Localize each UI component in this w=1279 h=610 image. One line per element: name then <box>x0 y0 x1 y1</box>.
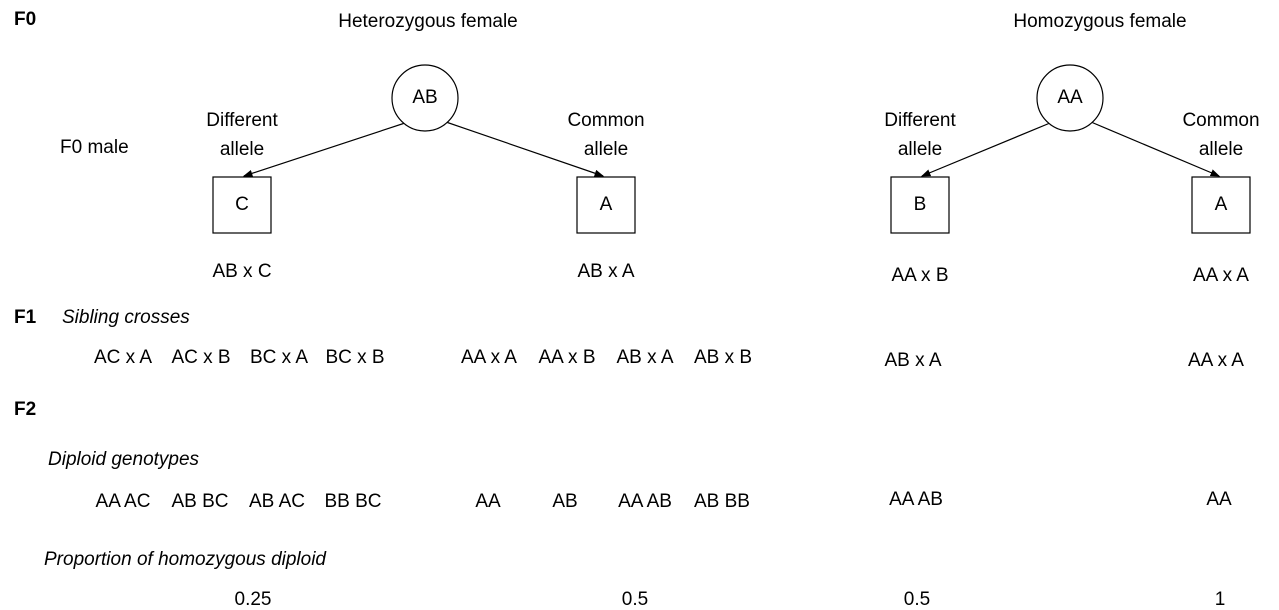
genotype: AA <box>475 491 501 512</box>
female-genotype: AB <box>412 87 437 108</box>
male-square <box>890 176 950 234</box>
genotype: AB BC <box>171 491 228 512</box>
row-label: F0 male <box>60 137 129 158</box>
male-label: allele <box>1199 139 1243 160</box>
male-allele: A <box>1215 194 1228 215</box>
sibling-cross: AC x B <box>171 347 230 368</box>
genotype: AB <box>552 491 577 512</box>
male-label: allele <box>220 139 264 160</box>
genotype: AA AB <box>889 489 943 510</box>
genotype: AB BB <box>694 491 750 512</box>
arrow <box>242 122 406 177</box>
row-label: Sibling crosses <box>62 307 190 328</box>
genotype: BB BC <box>324 491 381 512</box>
sibling-cross: AB x A <box>884 350 941 371</box>
parent-cross: AB x C <box>212 261 271 282</box>
genotype: AA AB <box>618 491 672 512</box>
sibling-cross: AB x B <box>694 347 752 368</box>
sibling-cross: BC x B <box>325 347 384 368</box>
male-label: Common <box>567 110 644 131</box>
female-title: Heterozygous female <box>338 11 518 32</box>
sibling-cross: AA x A <box>461 347 517 368</box>
genotype: AB AC <box>249 491 305 512</box>
proportion: 0.25 <box>235 589 272 610</box>
female-circle <box>1036 64 1104 132</box>
male-label: Different <box>206 110 278 131</box>
proportion: 0.5 <box>904 589 930 610</box>
sibling-cross: AA x A <box>1188 350 1244 371</box>
sibling-cross: AA x B <box>538 347 595 368</box>
male-allele: A <box>600 194 613 215</box>
sibling-cross: BC x A <box>250 347 308 368</box>
male-label: Different <box>884 110 956 131</box>
generation-label: F0 <box>14 9 36 30</box>
arrow <box>1090 121 1221 177</box>
parent-cross: AA x B <box>891 265 948 286</box>
female-genotype: AA <box>1057 87 1083 108</box>
male-square <box>576 176 636 234</box>
female-circle <box>391 64 459 132</box>
female-title: Homozygous female <box>1013 11 1186 32</box>
male-label: allele <box>898 139 942 160</box>
arrow <box>920 122 1051 177</box>
sibling-cross: AB x A <box>616 347 673 368</box>
genotype: AA AC <box>96 491 151 512</box>
generation-label: F2 <box>14 399 36 420</box>
male-allele: B <box>914 194 927 215</box>
row-label: Diploid genotypes <box>48 449 200 470</box>
male-allele: C <box>235 194 249 215</box>
male-square <box>212 176 272 234</box>
row-label: Proportion of homozygous diploid <box>44 549 327 570</box>
male-label: Common <box>1182 110 1259 131</box>
male-square <box>1191 176 1251 234</box>
genotype: AA <box>1206 489 1232 510</box>
sibling-cross: AC x A <box>94 347 152 368</box>
parent-cross: AB x A <box>577 261 634 282</box>
proportion: 0.5 <box>622 589 648 610</box>
proportion: 1 <box>1215 589 1226 610</box>
arrow <box>445 121 605 177</box>
male-label: allele <box>584 139 628 160</box>
generation-label: F1 <box>14 307 37 328</box>
parent-cross: AA x A <box>1193 265 1249 286</box>
